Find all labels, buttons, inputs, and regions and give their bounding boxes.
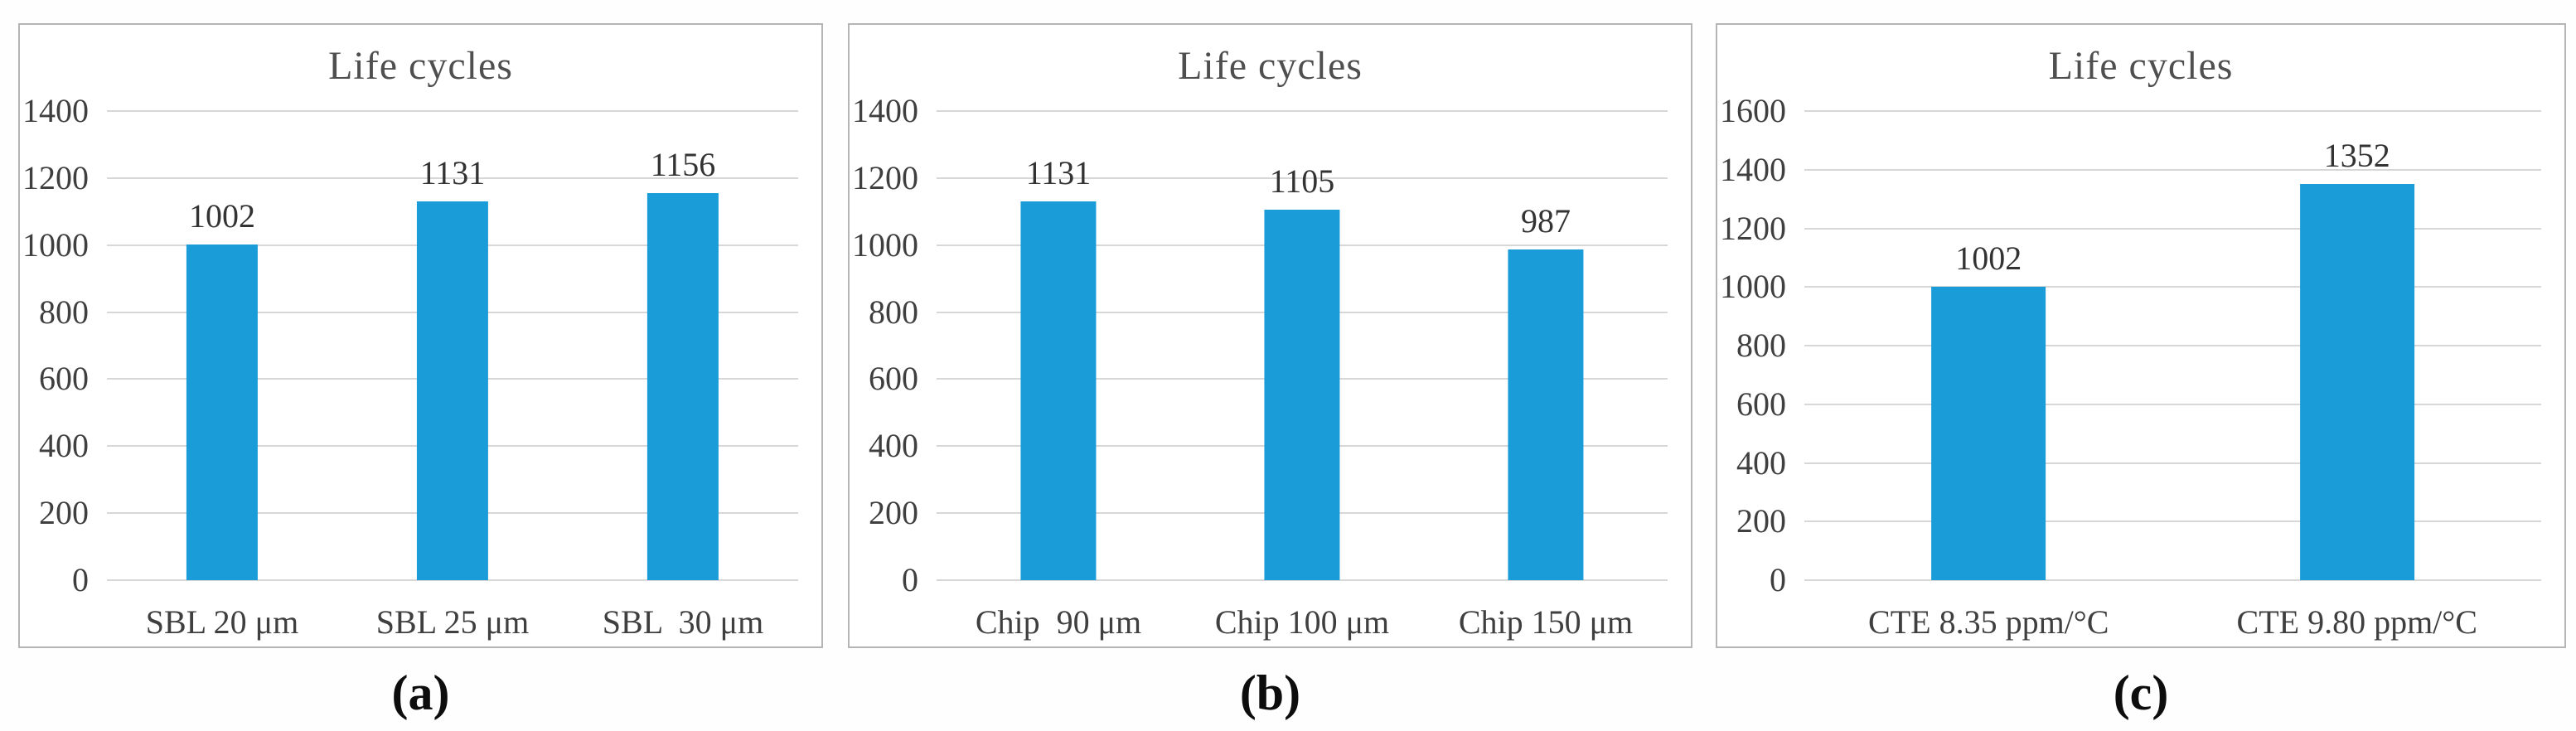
y-tick-label: 0: [72, 561, 89, 598]
x-category-label: SBL 25 μm: [375, 603, 530, 641]
y-tick-label: 0: [902, 561, 918, 598]
gridline: [107, 579, 798, 581]
gridline: [1804, 286, 2541, 288]
panel-caption-b: (b): [1239, 666, 1301, 720]
y-tick-label: 1200: [22, 158, 89, 196]
bar: [646, 192, 719, 580]
bar: [416, 201, 489, 580]
gridline: [107, 177, 798, 179]
bar-slots: 1131 1105 987: [937, 111, 1668, 580]
gridline: [1804, 520, 2541, 523]
bar-value-label: 1002: [189, 196, 255, 235]
x-axis-labels: CTE 8.35 ppm/°C CTE 9.80 ppm/°C: [1804, 598, 2541, 646]
chart-panel-b: Life cycles 0 200 400 600 800 1000 1200 1400 113…: [848, 23, 1692, 648]
y-tick-label: 1000: [852, 225, 918, 264]
x-axis-labels: Chip 90 μm Chip 100 μm Chip 150 μm: [937, 598, 1668, 646]
y-tick-label: 200: [39, 494, 89, 532]
bar-value-label: 1105: [1269, 162, 1335, 201]
gridline: [1804, 345, 2541, 346]
bar: [1931, 286, 2046, 580]
y-tick-label: 400: [1736, 443, 1786, 482]
y-tick-label: 1200: [852, 158, 918, 196]
bar: [1508, 249, 1584, 580]
bar-slot: 1352: [2173, 111, 2542, 580]
chart-title: Life cycles: [1178, 44, 1363, 88]
bar: [1264, 210, 1340, 580]
x-category-label: Chip 150 μm: [1458, 603, 1634, 641]
bar-slot: 1131: [937, 111, 1180, 580]
x-category-label: Chip 100 μm: [1214, 603, 1390, 641]
plot-area: 0 200 400 600 800 1000 1200 1400 1131 1105 987: [852, 94, 1668, 597]
x-category-label: CTE 8.35 ppm/°C: [1868, 603, 2109, 641]
bar-value-label: 1131: [419, 153, 486, 191]
y-tick-label: 0: [1770, 561, 1786, 598]
bar-value-label: 1156: [650, 145, 716, 183]
y-tick-label: 1000: [22, 225, 89, 264]
bar: [1020, 201, 1097, 580]
x-category-label: SBL 30 μm: [602, 603, 764, 641]
gridline: [1804, 403, 2541, 405]
y-tick-label: 1200: [1720, 209, 1786, 247]
bar-value-label: 1131: [1025, 153, 1092, 191]
y-tick-label: 1400: [852, 92, 918, 129]
bar-slot: 987: [1424, 111, 1668, 580]
x-category-label: Chip 90 μm: [975, 603, 1142, 641]
figure-column-c: Life cycles 0 200 400 600 800 1000 1200 1400 160…: [1716, 23, 2566, 718]
gridline: [937, 579, 1668, 581]
gridline: [1804, 168, 2541, 171]
x-category-label: CTE 9.80 ppm/°C: [2236, 603, 2477, 641]
chart-panel-c: Life cycles 0 200 400 600 800 1000 1200 1400 160…: [1716, 23, 2566, 648]
bar-slots: 1002 1131 1156: [107, 111, 798, 580]
bar: [186, 244, 259, 580]
bar-slot: 1131: [337, 111, 568, 580]
chart-title: Life cycles: [2048, 44, 2234, 88]
y-tick-label: 1400: [1720, 150, 1786, 188]
y-tick-label: 600: [869, 360, 918, 398]
x-axis-labels: SBL 20 μm SBL 25 μm SBL 30 μm: [107, 598, 798, 646]
chart-title: Life cycles: [328, 44, 513, 88]
y-tick-label: 1000: [1720, 268, 1786, 306]
plot-area: 0 200 400 600 800 1000 1200 1400 1600 1002 1352: [1720, 94, 2541, 597]
gridline: [937, 177, 1668, 179]
y-tick-label: 800: [869, 293, 918, 331]
y-tick-label: 1600: [1720, 92, 1786, 129]
y-tick-label: 600: [39, 360, 89, 398]
y-tick-label: 800: [39, 293, 89, 331]
y-tick-label: 600: [1736, 385, 1786, 423]
y-tick-label: 1400: [22, 92, 89, 129]
gridline: [1804, 110, 2541, 112]
bar-slot: 1105: [1180, 111, 1424, 580]
y-tick-label: 200: [1736, 502, 1786, 540]
panel-caption-c: (c): [2113, 666, 2169, 720]
bar-slot: 1156: [568, 111, 798, 580]
y-tick-label: 800: [1736, 327, 1786, 364]
plot-area: 0 200 400 600 800 1000 1200 1400 1002 1131 1156: [22, 94, 798, 597]
gridline: [107, 110, 798, 112]
bar-value-label: 1352: [2323, 136, 2390, 174]
bar-slot: 1002: [107, 111, 337, 580]
panel-caption-a: (a): [391, 666, 450, 720]
bar-slot: 1002: [1804, 111, 2173, 580]
gridline: [1804, 227, 2541, 230]
bar-slots: 1002 1352: [1804, 111, 2541, 580]
y-tick-label: 200: [869, 494, 918, 532]
y-tick-label: 400: [869, 427, 918, 465]
figure-column-b: Life cycles 0 200 400 600 800 1000 1200 1400 113…: [848, 23, 1692, 718]
x-category-label: SBL 20 μm: [145, 603, 299, 641]
gridline: [1804, 462, 2541, 464]
bar-value-label: 1002: [1955, 239, 2022, 277]
gridline: [937, 110, 1668, 112]
figure-column-a: Life cycles 0 200 400 600 800 1000 1200 1400 100…: [18, 23, 823, 718]
y-tick-label: 400: [39, 427, 89, 465]
bar-value-label: 987: [1521, 201, 1571, 240]
bar: [2299, 183, 2414, 580]
gridline: [1804, 579, 2541, 581]
chart-panel-a: Life cycles 0 200 400 600 800 1000 1200 1400 100…: [18, 23, 823, 648]
